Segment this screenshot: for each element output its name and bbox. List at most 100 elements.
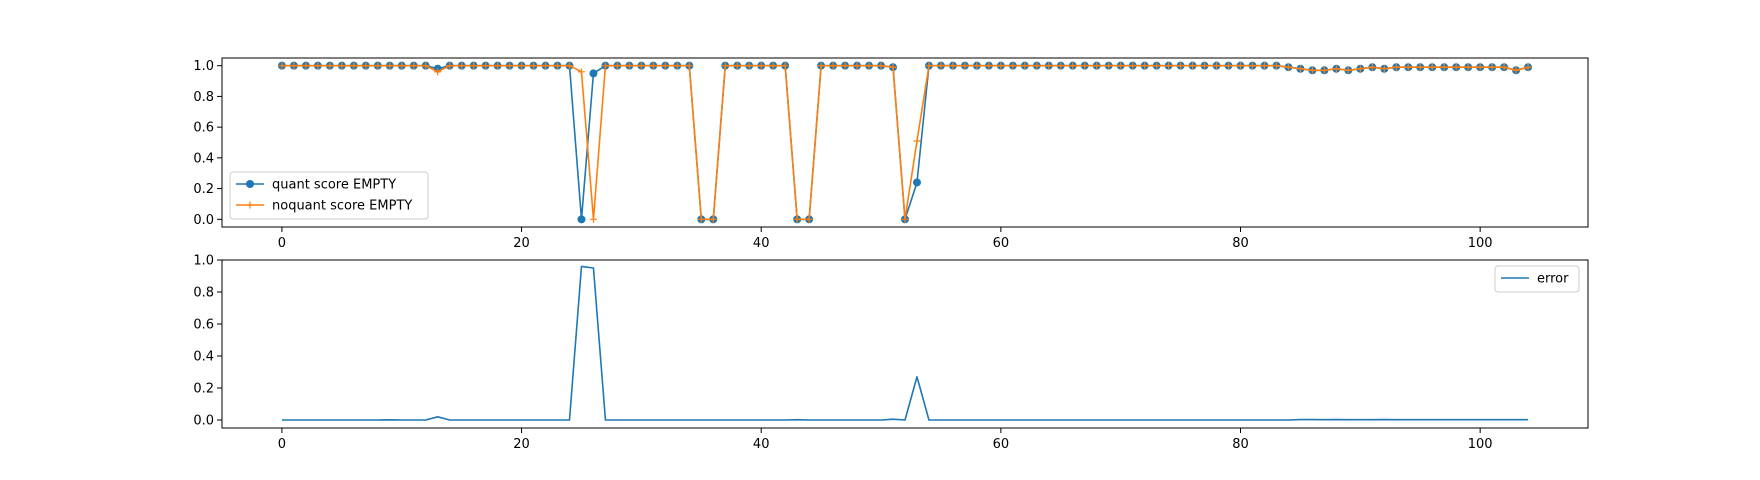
y-tick-label: 0.4 (193, 350, 214, 365)
legend-label: noquant score EMPTY (272, 199, 412, 214)
y-tick-label: 0.2 (193, 382, 214, 397)
data-point (350, 62, 358, 70)
data-point (841, 62, 849, 70)
data-point (422, 62, 430, 70)
data-point (1045, 62, 1053, 70)
data-point (1225, 62, 1233, 70)
data-point (1153, 62, 1161, 70)
data-point (685, 62, 693, 70)
data-point (925, 62, 933, 70)
data-point (912, 178, 921, 187)
data-point (1081, 62, 1089, 70)
x-tick-label: 80 (1232, 437, 1249, 452)
data-point (625, 62, 633, 70)
y-tick-label: 0.8 (193, 90, 214, 105)
data-point (829, 62, 837, 70)
data-point (1117, 62, 1125, 70)
data-point (542, 62, 550, 70)
data-point (1476, 63, 1484, 71)
y-tick-label: 0.8 (193, 286, 214, 301)
data-point (577, 215, 586, 224)
data-point (1237, 62, 1245, 70)
data-point (1093, 62, 1101, 70)
data-point (1320, 66, 1328, 74)
data-point (781, 62, 789, 70)
plot-frame (221, 259, 1589, 429)
data-point (1368, 63, 1376, 71)
data-point (278, 62, 286, 70)
data-point (1380, 65, 1388, 73)
x-tick-label: 0 (278, 437, 286, 452)
y-tick-label: 0.2 (193, 182, 214, 197)
data-point (1201, 62, 1209, 70)
data-point (709, 215, 717, 223)
data-point (889, 63, 897, 71)
data-point (1129, 62, 1137, 70)
data-point (362, 62, 370, 70)
data-point (1488, 63, 1496, 71)
data-point (470, 62, 478, 70)
legend: quant score EMPTY noquant score EMPTY (229, 171, 429, 220)
data-point (1308, 66, 1316, 74)
data-point (745, 62, 753, 70)
data-point (865, 62, 873, 70)
data-point (673, 62, 681, 70)
x-tick-label: 80 (1232, 236, 1249, 251)
data-point (589, 69, 598, 78)
data-point (1069, 62, 1077, 70)
data-point (410, 62, 418, 70)
data-point (386, 62, 394, 70)
data-point (434, 68, 442, 76)
data-point (374, 62, 382, 70)
data-point (1332, 65, 1340, 73)
y-tick-label: 1.0 (193, 254, 214, 269)
data-point (901, 215, 909, 223)
data-point (1404, 63, 1412, 71)
data-point (793, 215, 801, 223)
data-point (1524, 63, 1532, 71)
data-point (1057, 62, 1065, 70)
data-point (913, 137, 921, 145)
data-point (518, 62, 526, 70)
data-point (1344, 66, 1352, 74)
legend-box (229, 171, 429, 220)
legend-box (1494, 265, 1580, 293)
bottom-chart-panel: 0 20 40 60 80 100 0.0 0.2 0.4 0.6 0.8 1.0 error (193, 254, 1589, 452)
data-point (1356, 65, 1364, 73)
x-tick-label: 20 (513, 437, 530, 452)
data-point (1464, 63, 1472, 71)
data-point (661, 62, 669, 70)
data-point (733, 62, 741, 70)
data-point (1392, 63, 1400, 71)
data-point (877, 62, 885, 70)
data-point (506, 62, 514, 70)
data-point (482, 62, 490, 70)
top-chart-panel: 0 20 40 60 80 100 0.0 0.2 0.4 0.6 0.8 1.0 quant scor… (193, 57, 1589, 251)
data-point (1416, 63, 1424, 71)
data-point (314, 62, 322, 70)
y-tick-label: 0.6 (193, 318, 214, 333)
legend-marker (246, 201, 254, 209)
legend-marker (246, 180, 254, 188)
y-tick-label: 1.0 (193, 59, 214, 74)
data-point (721, 62, 729, 70)
data-point (1452, 63, 1460, 71)
data-point (985, 62, 993, 70)
data-point (326, 62, 334, 70)
data-point (637, 62, 645, 70)
data-point (1105, 62, 1113, 70)
series-line (281, 265, 1529, 421)
y-tick-label: 0.0 (193, 414, 214, 429)
data-point (1141, 62, 1149, 70)
data-point (446, 62, 454, 70)
data-point (949, 62, 957, 70)
data-point (458, 62, 466, 70)
data-point (1165, 62, 1173, 70)
data-point (1260, 62, 1268, 70)
y-tick-label: 0.4 (193, 151, 214, 166)
plot-frame (221, 57, 1589, 228)
data-point (577, 68, 585, 76)
legend-label: quant score EMPTY (272, 178, 396, 193)
legend-label: error (1537, 272, 1569, 287)
